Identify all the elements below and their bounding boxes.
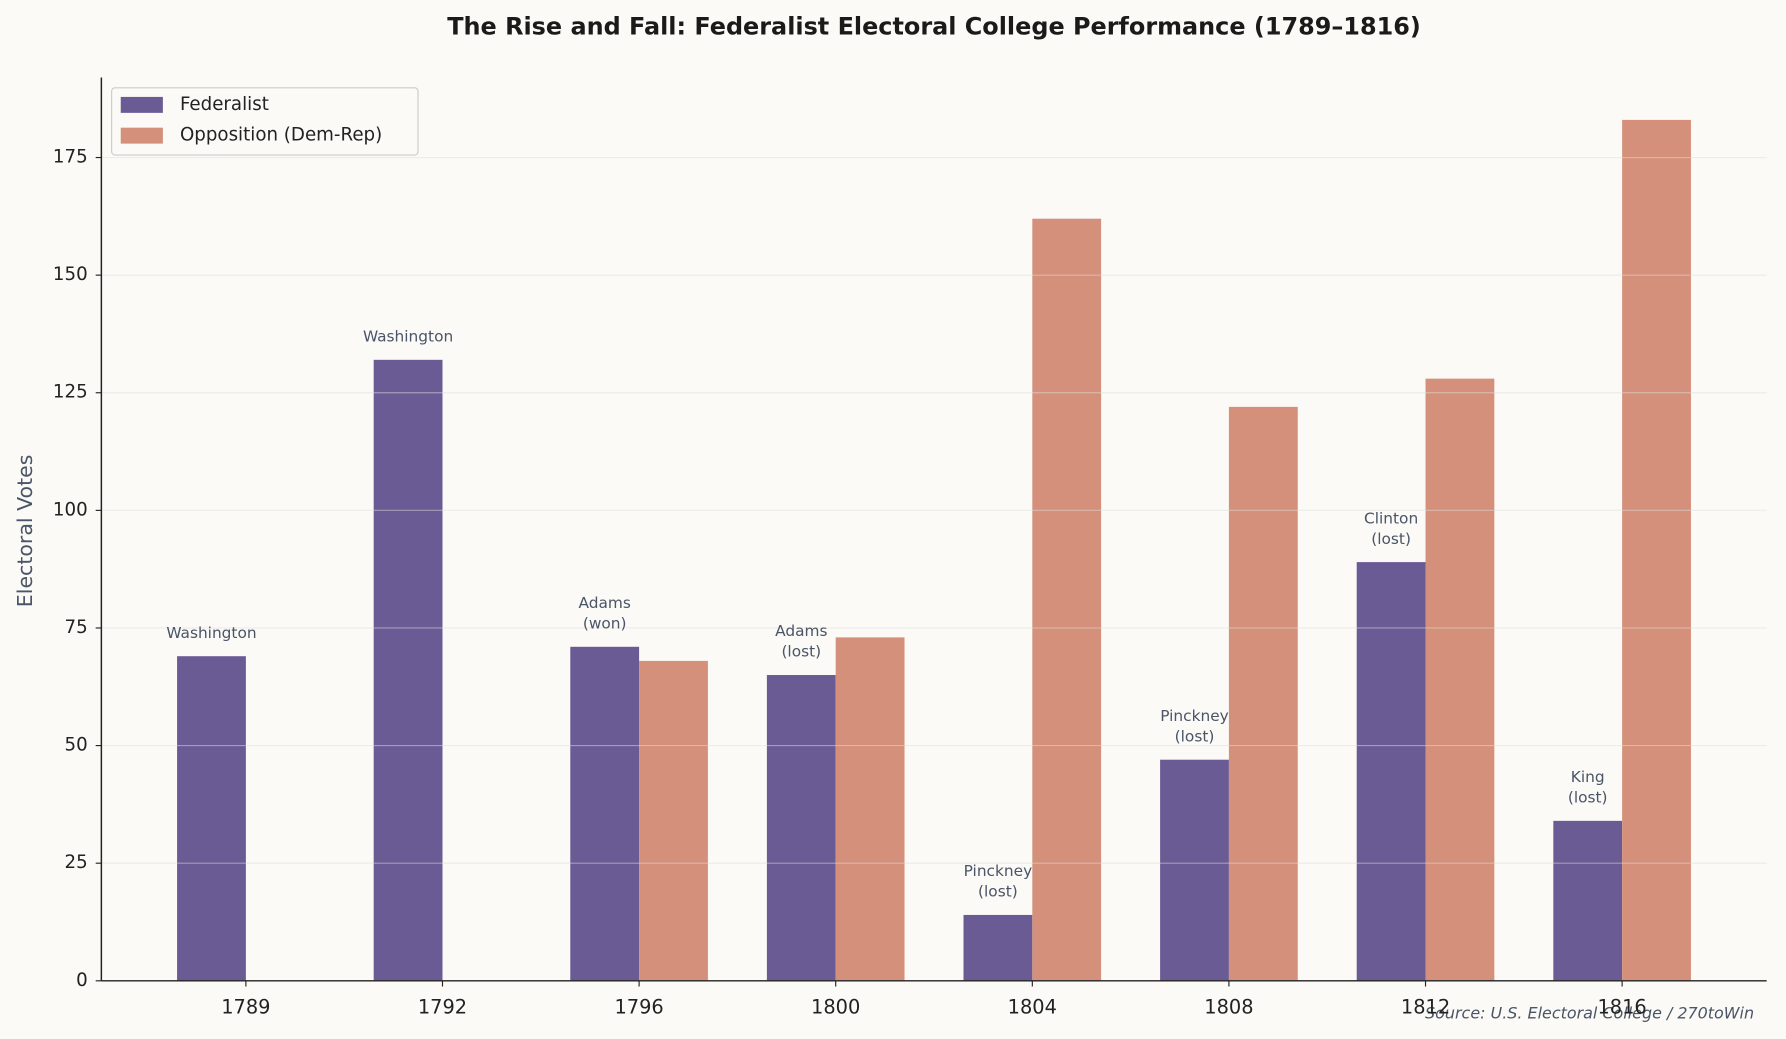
bar: [1228, 406, 1298, 981]
bar-annotation: (lost): [1568, 789, 1608, 807]
bar-annotation: Pinckney: [1160, 707, 1229, 725]
bar-annotation: Clinton: [1364, 509, 1418, 527]
x-tick-label: 1792: [418, 996, 467, 1019]
bar: [1425, 378, 1495, 981]
bar: [177, 656, 246, 981]
y-tick-label: 75: [65, 617, 88, 638]
bar: [570, 646, 640, 981]
y-tick-label: 0: [76, 970, 88, 991]
y-tick-label: 100: [53, 499, 88, 520]
y-tick-label: 150: [53, 264, 88, 285]
source-note: Source: U.S. Electoral College / 270toWi…: [1425, 1003, 1754, 1022]
y-tick-label: 125: [53, 382, 88, 403]
bar: [373, 359, 443, 981]
x-tick-label: 1804: [1008, 996, 1057, 1019]
x-tick-label: 1796: [614, 996, 663, 1019]
legend-box: [111, 87, 419, 156]
bar: [766, 675, 836, 981]
legend-swatch: [120, 96, 163, 113]
bar-annotation: (won): [583, 615, 627, 633]
bar: [639, 660, 708, 981]
bar: [963, 914, 1033, 981]
legend-label: Opposition (Dem-Rep): [180, 125, 382, 146]
y-tick-label: 175: [53, 147, 88, 168]
x-tick-label: 1800: [811, 996, 860, 1019]
bar: [1622, 119, 1691, 981]
legend: Federalist Opposition (Dem-Rep): [111, 87, 419, 156]
bar-annotation: Adams: [579, 594, 631, 612]
bar-annotation: (lost): [1371, 530, 1411, 548]
bar-annotation: King: [1571, 768, 1605, 786]
bar: [835, 637, 905, 981]
bar-annotation: (lost): [978, 883, 1018, 901]
x-tick-label: 1816: [1597, 996, 1646, 1019]
bar: [1356, 562, 1426, 981]
x-tick-label: 1789: [221, 996, 270, 1019]
y-tick-label: 50: [65, 735, 88, 756]
legend-label: Federalist: [180, 94, 269, 115]
bar-annotation: Washington: [363, 328, 453, 346]
bar: [1553, 820, 1623, 981]
bar-annotation: Pinckney: [964, 862, 1033, 880]
x-tick-label: 1808: [1204, 996, 1253, 1019]
legend-swatch: [120, 127, 163, 144]
bar-annotation: (lost): [1175, 727, 1215, 745]
bar-annotation: Washington: [166, 624, 256, 642]
y-axis-label: Electoral Votes: [13, 455, 37, 608]
y-tick-label: 25: [65, 852, 88, 873]
bar: [1032, 218, 1102, 981]
bar-annotation: (lost): [781, 643, 821, 661]
bar-annotation: Adams: [775, 622, 827, 640]
bar: [1160, 759, 1229, 981]
chart-title: The Rise and Fall: Federalist Electoral …: [447, 12, 1421, 40]
x-tick-label: 1812: [1401, 996, 1450, 1019]
